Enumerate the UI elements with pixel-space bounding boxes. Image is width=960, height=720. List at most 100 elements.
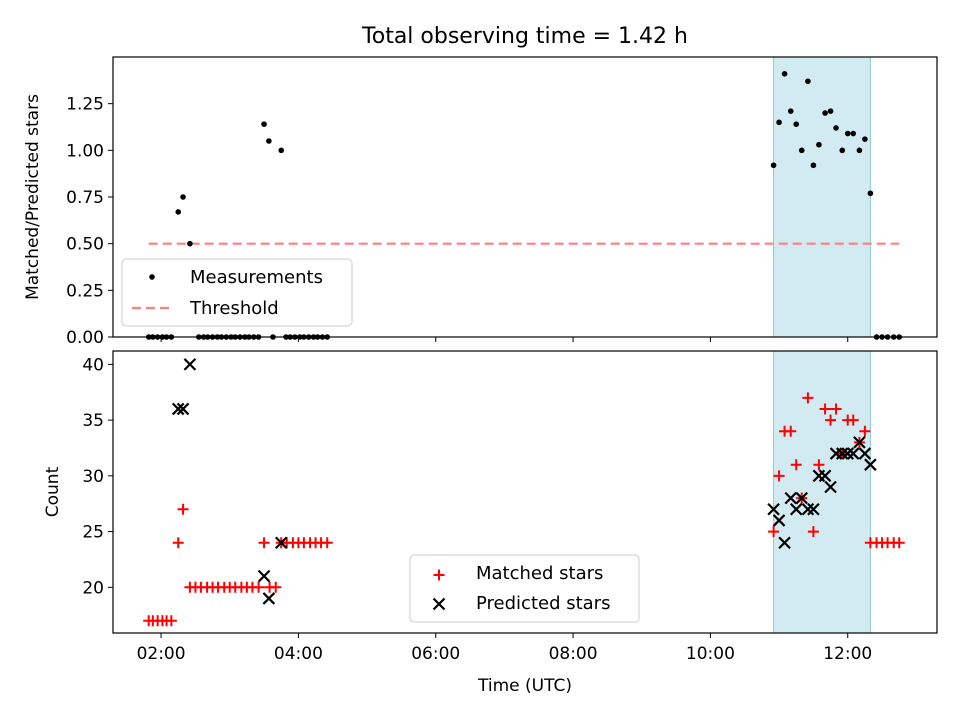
y-tick-label: 0.75: [66, 188, 104, 208]
x-tick-label: 12:00: [823, 644, 872, 664]
predicted-star-point: [801, 502, 815, 516]
legend-label-predicted: Predicted stars: [476, 593, 610, 614]
y-tick-label: 30: [82, 467, 104, 487]
legend: Measurements Threshold: [121, 258, 353, 327]
matched-star-point: [177, 503, 189, 515]
y-tick-label: 40: [82, 355, 104, 375]
predicted-star-point: [846, 447, 860, 460]
predicted-star-point: [171, 402, 185, 416]
y-axis-label: Matched/Predicted stars: [23, 94, 43, 300]
y-tick-label: 20: [82, 578, 104, 598]
matched-star-point: [802, 392, 814, 404]
measurement-point: [867, 190, 874, 197]
figure-title: Total observing time = 1.42 h: [361, 24, 688, 49]
top-panel-ratio: 0.00 0.25 0.50 0.75 1.00 1.25 Matched/Predicte…: [23, 56, 938, 348]
measurement-point: [793, 121, 800, 127]
measurement-point: [266, 138, 272, 144]
legend-box: [121, 258, 353, 327]
matched-star-point: [847, 414, 859, 426]
matched-star-point: [785, 425, 797, 437]
measurement-point: [816, 141, 822, 148]
x-tick-label: 10:00: [686, 644, 735, 664]
x-tick-label: 06:00: [411, 644, 460, 664]
measurement-point: [805, 78, 811, 85]
legend-label-matched: Matched stars: [476, 563, 603, 584]
y-tick-label: 35: [82, 411, 104, 431]
legend-marker-measurements: [149, 274, 155, 280]
measurement-point: [839, 147, 846, 154]
predicted-star-point: [784, 491, 798, 505]
matched-star-point: [825, 414, 837, 426]
matched-star-point: [172, 537, 184, 549]
measurement-point: [781, 71, 788, 77]
predicted-star-point: [807, 502, 820, 516]
legend-label-threshold: Threshold: [189, 298, 279, 319]
x-tick-label: 04:00: [274, 644, 323, 664]
y-tick-label: 1.00: [66, 141, 104, 161]
measurement-point: [862, 136, 868, 142]
measurement-point: [810, 162, 817, 169]
legend-marker-predicted: [432, 597, 446, 611]
measurement-point: [827, 108, 834, 114]
y-tick-label: 1.25: [66, 95, 104, 115]
measurement-point: [776, 119, 782, 126]
predicted-star-point: [262, 592, 276, 605]
predicted-star-point: [789, 502, 803, 516]
plot-frame: [112, 56, 938, 338]
matched-star-point: [321, 537, 333, 549]
predicted-star-point: [824, 480, 837, 494]
predicted-star-point: [183, 358, 197, 371]
measurement-point: [187, 240, 193, 247]
matched-star-point: [270, 581, 282, 593]
measurement-point: [833, 125, 839, 131]
measurement-point: [261, 121, 267, 127]
legend: Matched stars Predicted stars: [409, 554, 640, 623]
predicted-star-point: [858, 447, 872, 460]
y-tick-label: 0.00: [66, 328, 104, 348]
matched-star-point: [819, 403, 831, 415]
predicted-star-point: [841, 447, 855, 460]
predicted-star-point: [818, 469, 832, 483]
y-tick-label: 25: [82, 523, 104, 543]
matched-star-point: [768, 526, 780, 538]
predicted-star-point: [835, 447, 849, 460]
measurement-point: [180, 194, 186, 200]
highlight-band: [773, 350, 871, 634]
x-tick-label: 02:00: [137, 644, 186, 664]
predicted-star-point: [767, 502, 780, 516]
measurement-point: [798, 147, 805, 154]
y-tick-label: 0.50: [66, 235, 104, 255]
y-tick-label: 0.25: [66, 281, 104, 301]
measurement-point: [278, 147, 285, 154]
matched-star-point: [893, 537, 905, 549]
predicted-star-point: [176, 402, 190, 416]
predicted-star-point: [778, 536, 791, 549]
matched-star-point: [253, 581, 265, 593]
matched-star-point: [859, 425, 871, 437]
matched-star-point: [773, 470, 785, 482]
x-tick-label: 08:00: [549, 644, 598, 664]
measurement-point: [850, 130, 857, 137]
legend-marker-matched: [433, 569, 445, 581]
legend-box: [409, 554, 640, 623]
plot-frame: [112, 350, 938, 634]
predicted-star-point: [853, 436, 866, 449]
highlight-band: [773, 56, 871, 338]
measurement-point: [787, 108, 794, 114]
predicted-star-point: [257, 569, 271, 583]
legend-label-measurements: Measurements: [190, 267, 323, 288]
matched-star-point: [165, 615, 177, 627]
matched-star-point: [807, 526, 819, 538]
measurement-point: [844, 130, 851, 137]
matched-star-point: [258, 537, 270, 549]
matched-star-point: [830, 403, 842, 415]
matched-star-point: [813, 459, 825, 471]
predicted-star-point: [864, 458, 877, 471]
x-axis-label: Time (UTC): [477, 676, 572, 696]
predicted-star-point: [795, 491, 809, 505]
measurement-point: [856, 147, 863, 154]
matched-star-point: [790, 459, 802, 471]
predicted-star-point: [772, 514, 786, 527]
measurement-point: [770, 162, 777, 169]
